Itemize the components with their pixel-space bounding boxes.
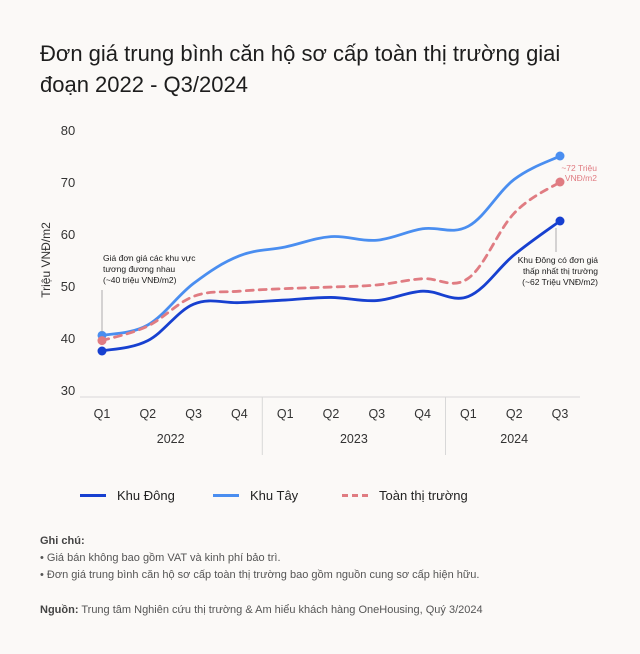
annotation-left: Giá đơn giá các khu vực tương đương nhau(… [103, 253, 196, 285]
x-tick-label: Q2 [323, 407, 340, 421]
series-line-2 [100, 180, 562, 342]
chart-legend: Khu Đông Khu Tây Toàn thị trường [80, 488, 640, 508]
y-tick-label: 50 [61, 279, 75, 294]
legend-label-khu-dong: Khu Đông [117, 488, 175, 503]
x-tick-label: Q1 [460, 407, 477, 421]
legend-label-khu-tay: Khu Tây [250, 488, 299, 503]
x-tick-label: Q4 [414, 407, 431, 421]
y-tick-label: 30 [61, 383, 75, 398]
x-group-label: 2022 [157, 432, 185, 446]
x-tick-label: Q3 [368, 407, 385, 421]
note-item: • Đơn giá trung bình căn hộ sơ cấp toàn … [40, 569, 480, 581]
legend-item-toan-thi-truong: Toàn thị trường [342, 488, 468, 503]
legend-item-khu-tay: Khu Tây [213, 488, 298, 503]
y-tick-label: 40 [61, 331, 75, 346]
y-axis-label: Triệu VNĐ/m2 [39, 222, 53, 298]
legend-item-khu-dong: Khu Đông [80, 488, 175, 503]
data-point [555, 177, 565, 187]
x-tick-label: Q1 [94, 407, 111, 421]
data-point [97, 346, 107, 356]
chart-title: Đơn giá trung bình căn hộ sơ cấp toàn th… [40, 41, 561, 97]
source-label: Nguồn: [40, 604, 79, 616]
x-tick-label: Q2 [506, 407, 523, 421]
y-tick-label: 80 [61, 123, 75, 138]
x-group-label: 2023 [340, 432, 368, 446]
series-line-0 [100, 219, 562, 353]
x-tick-label: Q3 [185, 407, 202, 421]
note-item: • Giá bán không bao gồm VAT và kinh phí … [40, 552, 281, 564]
y-tick-label: 70 [61, 175, 75, 190]
source-text: Trung tâm Nghiên cứu thị trường & Am hiể… [81, 604, 483, 616]
notes-title: Ghi chú: [40, 535, 85, 547]
series-line-1 [100, 154, 562, 337]
source: Nguồn: Trung tâm Nghiên cứu thị trường &… [40, 604, 620, 616]
y-tick-label: 60 [61, 227, 75, 242]
x-tick-label: Q3 [552, 407, 569, 421]
x-group-label: 2024 [500, 432, 528, 446]
annotation-market-end: ~72 Triệu VNĐ/m2 [561, 163, 597, 183]
x-tick-label: Q1 [277, 407, 294, 421]
annotation-khu-dong-end: Khu Đông có đơn giá thấp nhất thị trường(… [518, 255, 599, 287]
x-tick-label: Q2 [139, 407, 156, 421]
data-point [555, 151, 565, 161]
legend-swatch-toan-thi-truong [342, 494, 368, 497]
data-point [555, 216, 565, 226]
data-point [97, 336, 107, 346]
legend-label-toan-thi-truong: Toàn thị trường [379, 488, 468, 503]
x-tick-label: Q4 [231, 407, 248, 421]
legend-swatch-khu-dong [80, 494, 106, 497]
legend-swatch-khu-tay [213, 494, 239, 497]
line-chart: Triệu VNĐ/m2 30 40 50 60 70 80 Q1 Q2 Q3 Q4 Q1 Q2 Q3 Q4… [39, 123, 599, 455]
notes: Ghi chú: • Giá bán không bao gồm VAT và … [40, 533, 620, 584]
